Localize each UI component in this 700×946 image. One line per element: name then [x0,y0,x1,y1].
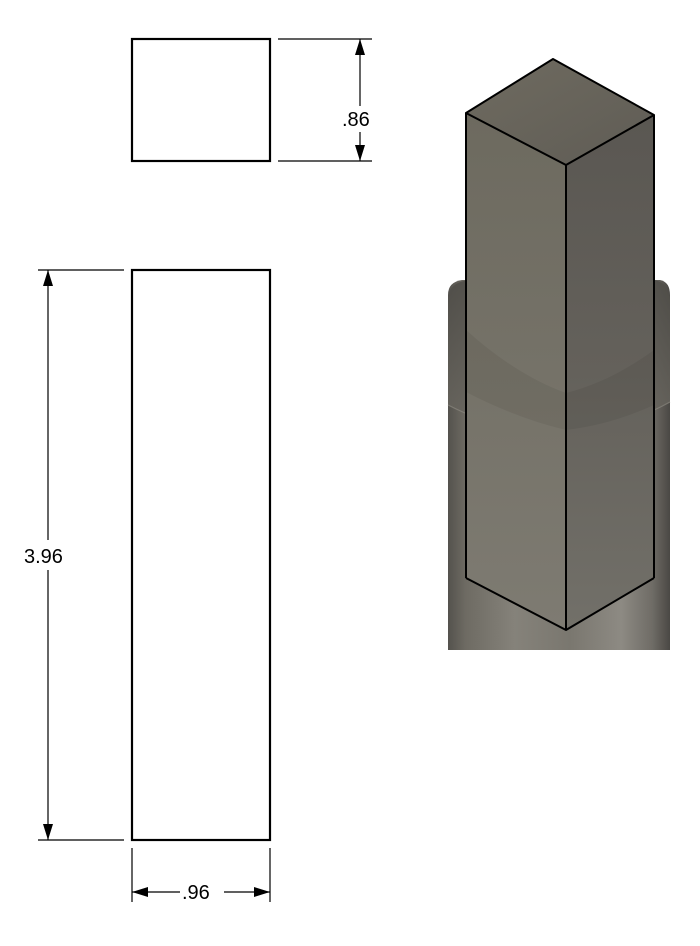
front-view-height-label: 3.96 [24,546,63,568]
prism-left-face [466,113,566,630]
top-view-arrow-up [355,39,365,55]
front-view-outline [130,268,272,842]
top-view-height-label: .86 [342,109,370,131]
prism-shadow-band [466,330,566,430]
isometric-model [447,58,671,650]
top-view-arrow-down [355,145,365,161]
top-view-outline [130,37,272,163]
prism-right-face [566,115,654,630]
front-view-height-arrow-up [43,270,53,286]
prism-bottom-edges [465,577,655,631]
top-view: .86 [130,37,372,163]
prism-top-face [466,59,654,165]
front-view-width-arrow-left [132,887,148,897]
front-view-width-label: .96 [182,882,210,904]
front-view-height-arrow-down [43,824,53,840]
prism-shadow-band-right [566,350,654,430]
front-view-width-arrow-right [254,887,270,897]
front-view: 3.96 .96 [24,268,272,904]
